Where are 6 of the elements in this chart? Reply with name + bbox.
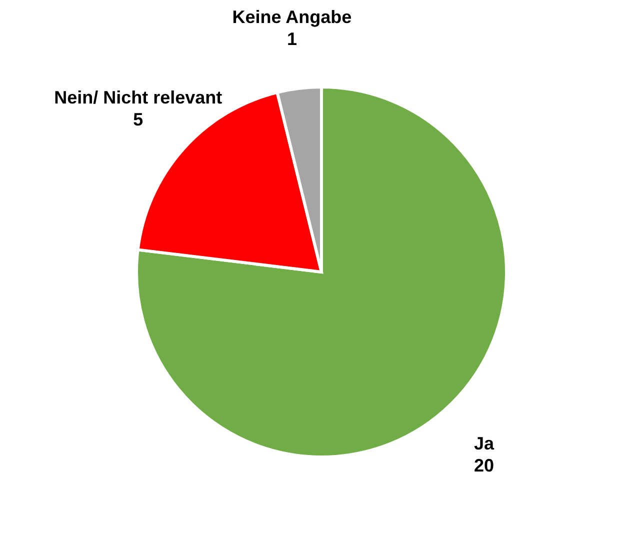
- slice-label: Nein/ Nicht relevant: [54, 88, 222, 108]
- data-label: 1: [286, 28, 297, 49]
- slice-label: Ja: [474, 433, 495, 454]
- data-label: 5: [133, 110, 144, 130]
- data-label: 20: [474, 455, 494, 476]
- slice-label: Keine Angabe: [232, 6, 352, 27]
